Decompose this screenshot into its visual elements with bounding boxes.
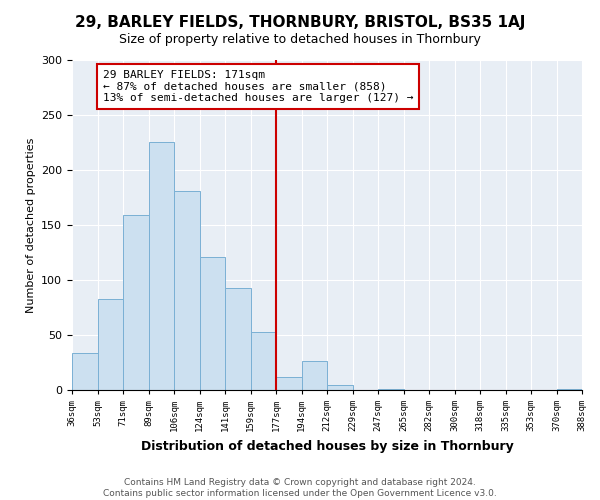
Bar (174, 191, 199, 390)
Bar (97, 298, 123, 390)
Bar (199, 257, 225, 390)
Text: 29, BARLEY FIELDS, THORNBURY, BRISTOL, BS35 1AJ: 29, BARLEY FIELDS, THORNBURY, BRISTOL, B… (75, 15, 525, 30)
Bar (557, 389, 582, 390)
X-axis label: Distribution of detached houses by size in Thornbury: Distribution of detached houses by size … (140, 440, 514, 452)
Bar (123, 215, 149, 390)
Bar (72, 352, 97, 390)
Text: Size of property relative to detached houses in Thornbury: Size of property relative to detached ho… (119, 32, 481, 46)
Y-axis label: Number of detached properties: Number of detached properties (26, 138, 35, 312)
Bar (302, 362, 327, 390)
Bar (378, 389, 404, 390)
Bar (149, 142, 174, 390)
Bar (251, 332, 276, 390)
Text: 29 BARLEY FIELDS: 171sqm
← 87% of detached houses are smaller (858)
13% of semi-: 29 BARLEY FIELDS: 171sqm ← 87% of detach… (103, 70, 413, 103)
Bar (225, 288, 251, 390)
Bar (327, 384, 353, 390)
Bar (276, 377, 302, 390)
Text: Contains HM Land Registry data © Crown copyright and database right 2024.
Contai: Contains HM Land Registry data © Crown c… (103, 478, 497, 498)
